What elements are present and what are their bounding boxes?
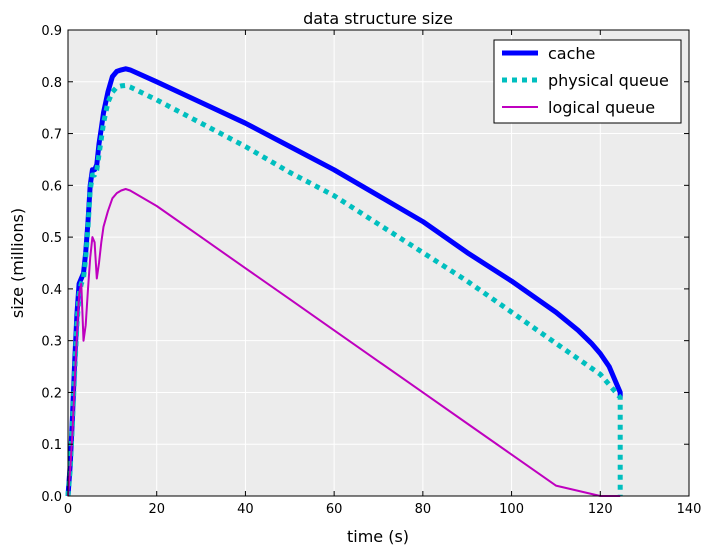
x-tick-label: 100 bbox=[499, 502, 524, 517]
ticks: 0 20 40 60 80 100 120 140 0.0 0.1 0.2 0.3 0.4 0.5 0.6 0… bbox=[41, 24, 701, 517]
y-tick-label: 0.6 bbox=[41, 179, 62, 194]
y-tick-label: 0.3 bbox=[41, 335, 62, 350]
y-axis-title: size (millions) bbox=[8, 208, 27, 318]
y-tick-label: 0.5 bbox=[41, 231, 62, 246]
legend: cache physical queue logical queue bbox=[493, 39, 682, 124]
y-tick-label: 0.0 bbox=[41, 490, 62, 505]
legend-label-cache: cache bbox=[548, 44, 595, 63]
y-tick-label: 0.8 bbox=[41, 76, 62, 91]
series-line-logical-queue bbox=[67, 188, 621, 497]
y-tick-label: 0.2 bbox=[41, 386, 62, 401]
y-tick-label: 0.4 bbox=[41, 283, 62, 298]
grid-lines bbox=[68, 30, 689, 496]
y-tick-label: 0.7 bbox=[41, 128, 62, 143]
plot-frame bbox=[67, 29, 690, 497]
x-tick-label: 60 bbox=[326, 502, 343, 517]
x-tick-label: 40 bbox=[237, 502, 254, 517]
series-lines bbox=[65, 66, 623, 497]
y-tick-label: 0.9 bbox=[41, 24, 62, 39]
legend-label-physical-queue: physical queue bbox=[548, 71, 669, 90]
x-tick-label: 140 bbox=[677, 502, 702, 517]
legend-label-logical-queue: logical queue bbox=[548, 98, 655, 117]
x-tick-label: 0 bbox=[64, 502, 72, 517]
x-tick-label: 120 bbox=[588, 502, 613, 517]
x-tick-label: 20 bbox=[148, 502, 165, 517]
x-axis-title: time (s) bbox=[347, 527, 409, 546]
chart-title: data structure size bbox=[303, 9, 453, 28]
x-tick-label: 80 bbox=[415, 502, 432, 517]
y-tick-label: 0.1 bbox=[41, 438, 62, 453]
